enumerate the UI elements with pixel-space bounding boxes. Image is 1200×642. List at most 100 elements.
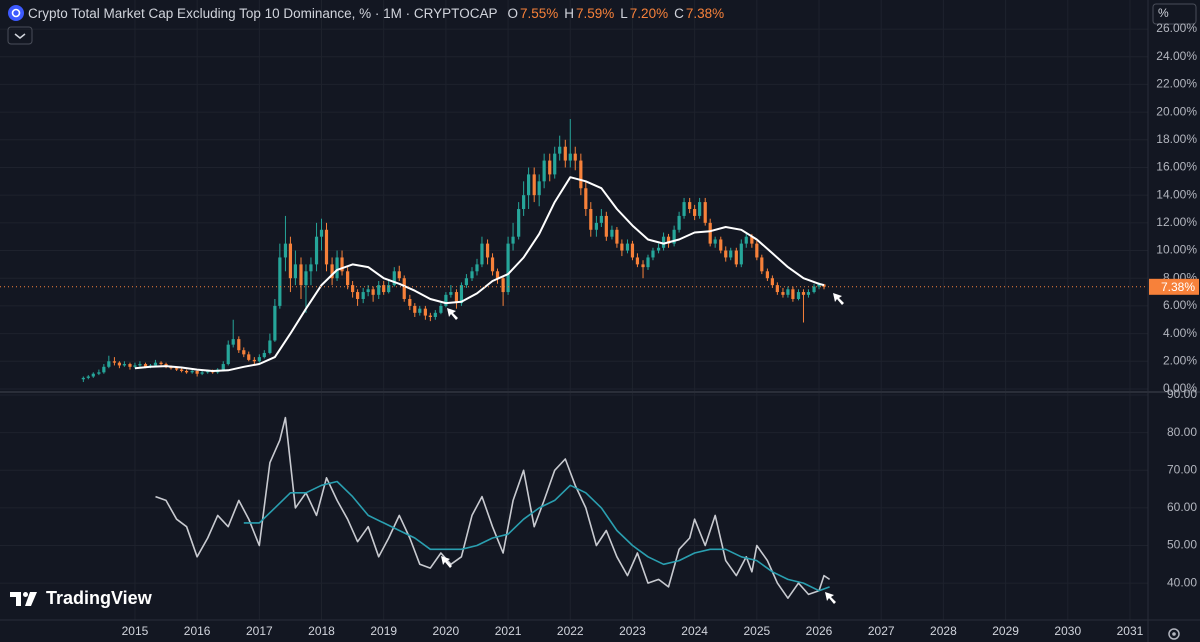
candle-body	[817, 284, 821, 287]
candle-body	[257, 357, 261, 362]
y-tick-label: 60.00	[1167, 500, 1197, 514]
candle-body	[713, 239, 717, 244]
candle-body	[382, 285, 386, 293]
y-tick-label: 50.00	[1167, 538, 1197, 552]
candle-body	[495, 271, 500, 279]
x-tick-label: 2025	[743, 624, 770, 638]
candle-body	[444, 294, 448, 306]
x-tick-label: 2018	[308, 624, 335, 638]
candle-body	[661, 236, 666, 248]
candle-body	[775, 285, 779, 293]
candle-body	[490, 257, 495, 272]
candle-body	[309, 264, 313, 272]
candle-body	[377, 285, 381, 295]
candle-body	[397, 271, 401, 279]
candle-body	[625, 243, 630, 251]
candle-body	[237, 339, 241, 351]
candle-body	[542, 160, 546, 182]
x-tick-label: 2021	[495, 624, 522, 638]
scale-box[interactable]	[1152, 3, 1197, 25]
candle-body	[340, 257, 344, 272]
candle-body	[750, 236, 754, 244]
brand: TradingView	[10, 588, 152, 609]
candle-body	[656, 247, 661, 251]
candle-body	[760, 257, 764, 272]
x-tick-label: 2022	[557, 624, 584, 638]
candle-body	[206, 370, 210, 373]
candle-body	[522, 195, 526, 210]
candle-body	[221, 364, 225, 370]
candle-body	[688, 202, 692, 210]
y-tick-label: 14.00%	[1156, 187, 1197, 201]
candle-body	[195, 370, 199, 374]
y-tick-label: 24.00%	[1156, 49, 1197, 63]
candle-body	[812, 286, 816, 293]
candle-body	[480, 243, 484, 265]
candle-body	[138, 364, 142, 366]
candle-body	[179, 369, 184, 371]
candle-body	[806, 292, 811, 295]
candle-body	[433, 312, 437, 317]
candle-body	[719, 239, 723, 251]
candle-body	[527, 174, 531, 196]
ohlc-value: 7.59%	[576, 5, 615, 21]
y-tick-label: 2.00%	[1163, 353, 1197, 367]
candle-body	[475, 264, 479, 272]
brand-logo	[10, 591, 37, 606]
candle-body	[734, 250, 738, 265]
y-tick-label: 70.00	[1167, 462, 1197, 476]
gear	[1168, 628, 1180, 640]
candle-body	[408, 298, 412, 306]
x-tick-label: 2024	[681, 624, 708, 638]
candle-body	[153, 362, 158, 366]
candle-body	[314, 236, 319, 265]
candle-body	[677, 215, 681, 230]
ohlc-value: 7.38%	[685, 5, 725, 21]
collapse-button[interactable]	[7, 26, 33, 45]
x-tick-label: 2020	[433, 624, 460, 638]
candle-body	[242, 350, 246, 355]
x-tick-label: 2017	[246, 624, 273, 638]
candle-body	[682, 202, 686, 216]
candle-body	[796, 292, 801, 299]
candle-body	[288, 243, 293, 279]
candle-body	[423, 308, 427, 316]
arrow	[825, 592, 836, 604]
line	[155, 416, 831, 599]
arrow	[447, 308, 458, 320]
candle-body	[517, 209, 521, 237]
candle-body	[262, 352, 266, 358]
ohlc-value: 7.55%	[519, 5, 559, 21]
x-tick-label: 2023	[619, 624, 646, 638]
candle-body	[351, 285, 355, 293]
candle-body	[319, 229, 324, 237]
candle-body	[755, 243, 759, 258]
candle-body	[739, 243, 743, 265]
line	[243, 480, 830, 592]
scale-label: %	[1158, 6, 1169, 20]
candle-body	[324, 229, 329, 265]
candle-body	[402, 278, 406, 299]
candle-body	[506, 243, 510, 293]
candle-body	[635, 257, 640, 265]
candle-body	[122, 364, 126, 366]
settings-icon[interactable]	[1168, 628, 1180, 640]
candle-body	[418, 308, 422, 313]
candle-body	[159, 362, 163, 365]
y-tick-label: 18.00%	[1156, 132, 1197, 146]
logo-part	[25, 591, 37, 606]
candle-body	[672, 229, 676, 244]
candle-body	[548, 160, 552, 175]
ohlc-key: C	[674, 5, 684, 21]
x-tick-label: 2019	[370, 624, 397, 638]
x-tick-label: 2016	[184, 624, 211, 638]
candle-body	[454, 292, 459, 304]
candle-body	[252, 359, 256, 362]
candle-body	[470, 271, 474, 279]
candle-body	[698, 202, 702, 216]
candle-body	[744, 236, 748, 244]
y-tick-label: 16.00%	[1156, 160, 1197, 174]
candle-body	[801, 292, 806, 295]
